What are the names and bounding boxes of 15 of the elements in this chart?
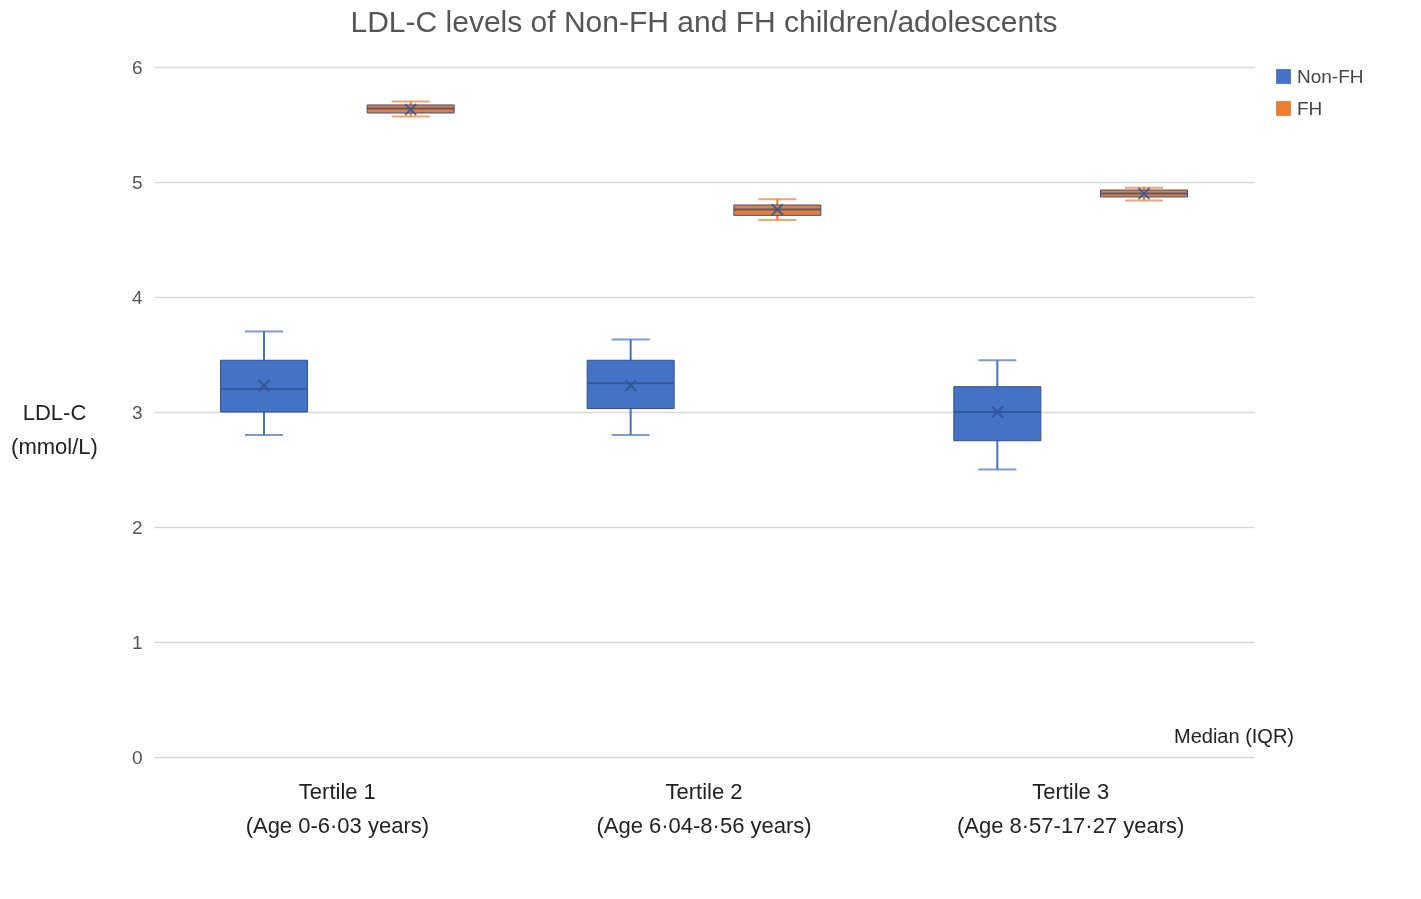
y-tick-label: 2 (131, 516, 143, 538)
x-tick-label: Tertile 1 (Age 0-6·03 years) (245, 778, 430, 838)
chart-title: LDL-C levels of Non-FH and FH children/adolescents (350, 5, 1058, 38)
legend-label: FH (1297, 97, 1323, 119)
y-axis-title: LDL-C (mmol/L) (11, 399, 98, 459)
annotation: Median (IQR) (1174, 725, 1295, 747)
y-tick-label: 3 (131, 401, 143, 423)
x-tick-label: Tertile 2 (Age 6·04-8·56 years) (596, 778, 812, 838)
legend-label: Non-FH (1297, 65, 1364, 87)
x-tick-label: Tertile 3 (Age 8·57-17·27 years) (956, 778, 1185, 838)
y-tick-label: 6 (131, 56, 143, 78)
y-tick-label: 0 (131, 746, 143, 768)
y-tick-label: 1 (131, 631, 143, 653)
y-tick-label: 4 (131, 286, 143, 308)
y-tick-label: 5 (131, 171, 143, 193)
